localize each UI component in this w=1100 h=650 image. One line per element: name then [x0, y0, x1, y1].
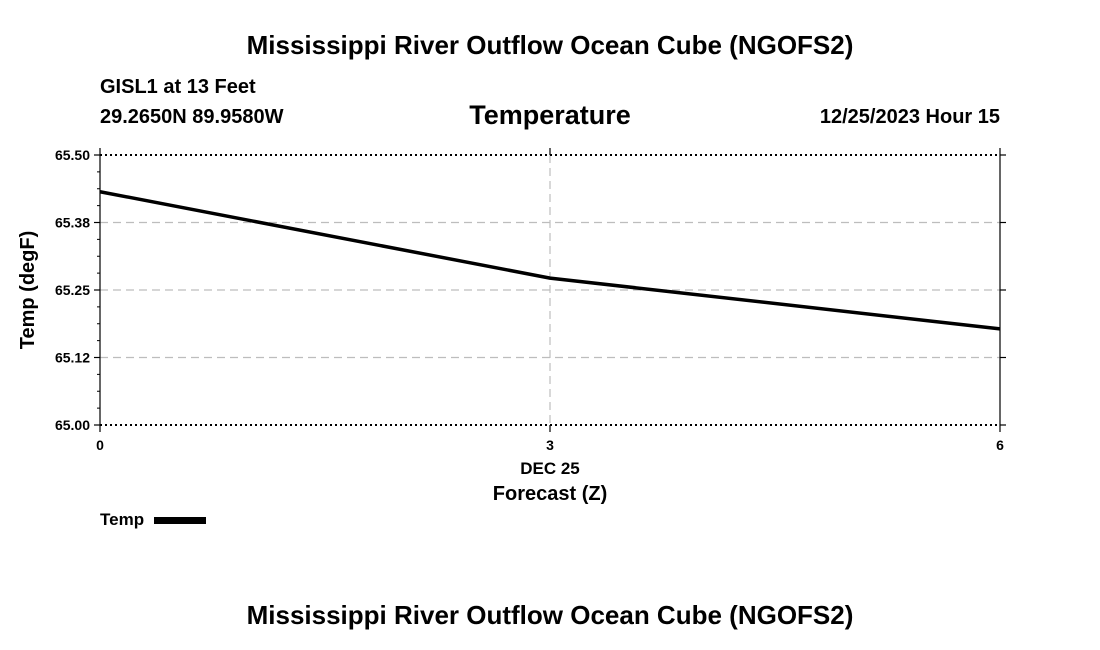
footer-title: Mississippi River Outflow Ocean Cube (NG… — [246, 600, 854, 630]
y-tick-label-4: 65.50 — [55, 147, 90, 163]
y-tick-label-3: 65.38 — [55, 215, 90, 231]
chart-legend: Temp — [100, 510, 207, 530]
x-axis-label: Forecast (Z) — [493, 483, 607, 505]
y-axis-label: Temp (degF) — [17, 231, 39, 350]
y-tick-label-0: 65.00 — [55, 417, 90, 433]
chart-title: Temperature — [469, 100, 631, 130]
station-label: GISL1 at 13 Feet — [100, 76, 256, 98]
main-title: Mississippi River Outflow Ocean Cube (NG… — [246, 30, 854, 60]
x-date-label: DEC 25 — [520, 459, 580, 478]
x-tick-label-2: 6 — [996, 437, 1004, 453]
y-tick-label-1: 65.12 — [55, 350, 90, 366]
station-coordinates: 29.2650N 89.9580W — [100, 106, 284, 128]
legend-swatch-temp — [154, 516, 207, 524]
x-tick-label-1: 3 — [546, 437, 554, 453]
y-tick-label-2: 65.25 — [55, 282, 90, 298]
series-line-temp — [99, 190, 1001, 331]
legend-label-temp: Temp — [100, 510, 145, 529]
x-tick-label-0: 0 — [96, 437, 104, 453]
forecast-datetime: 12/25/2023 Hour 15 — [819, 106, 1000, 128]
